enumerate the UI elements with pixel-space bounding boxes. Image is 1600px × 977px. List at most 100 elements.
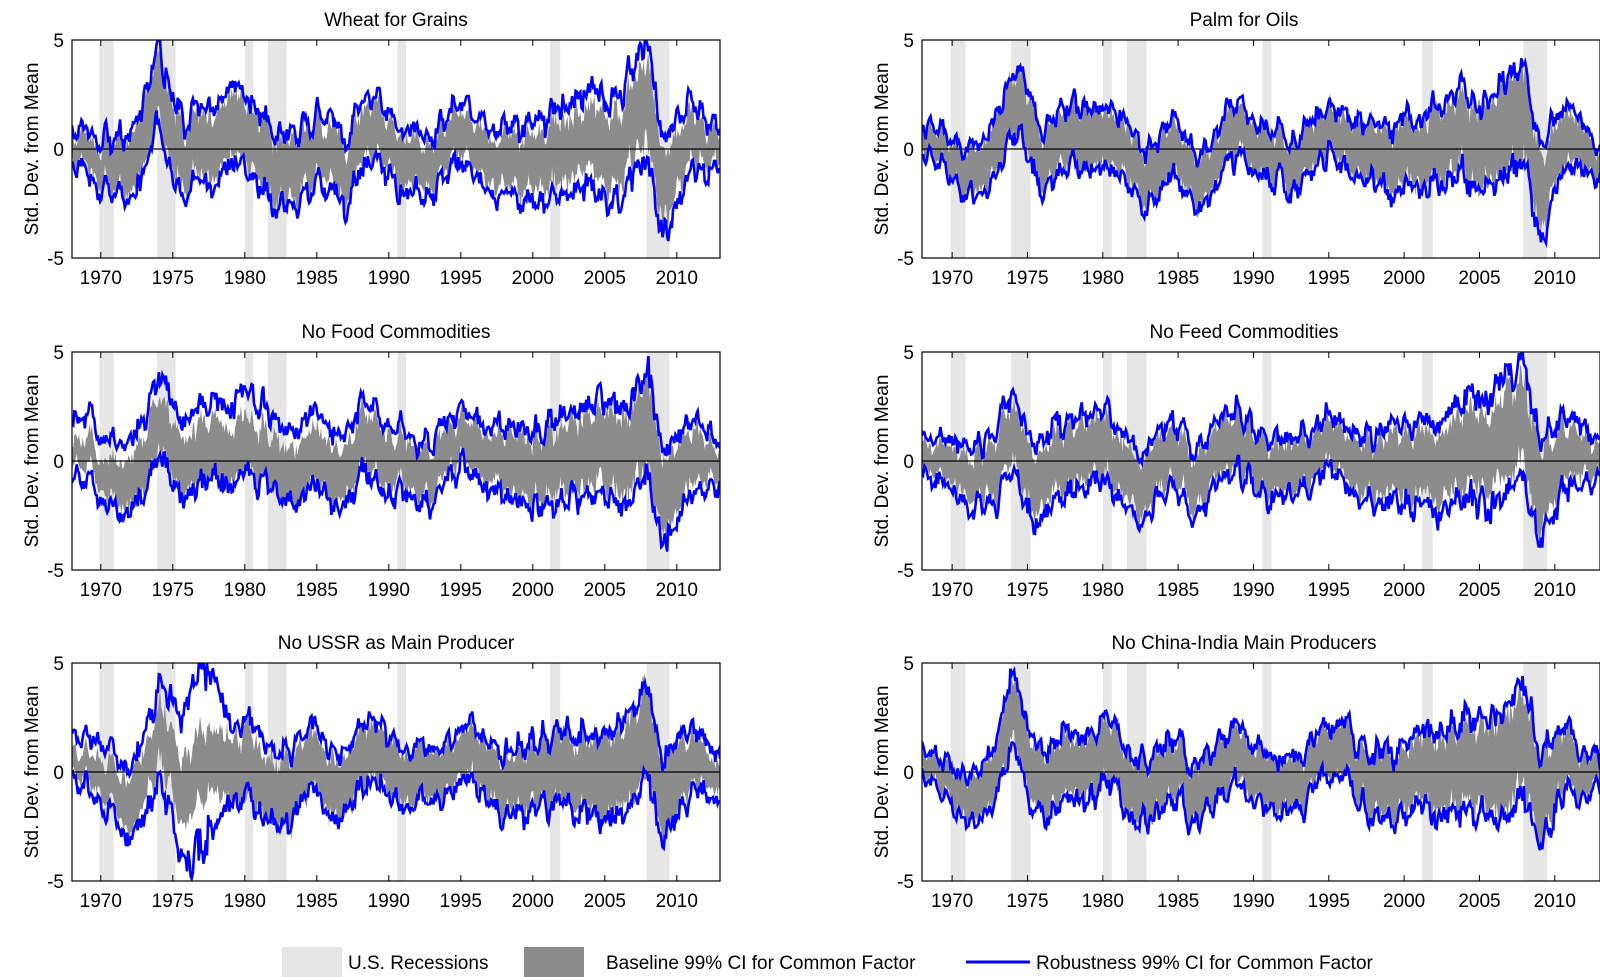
baseline-ci-band: [72, 673, 720, 851]
x-tick-label: 1975: [152, 891, 194, 912]
chart-title: Wheat for Grains: [324, 10, 468, 31]
x-tick-label: 2000: [512, 268, 554, 289]
x-tick-label: 2005: [1458, 268, 1500, 289]
y-tick-label: 0: [903, 452, 914, 473]
robustness-ci-upper: [922, 666, 1600, 787]
chart-panel-1: 1970 1975 1980 1985 1990 1995 2000 2005 2010 -5 0 5…: [22, 10, 721, 289]
baseline-ci-band: [72, 368, 720, 541]
legend-swatch-recessions: [282, 947, 342, 977]
plot-area: [72, 663, 720, 881]
x-tick-label: 1980: [224, 268, 266, 289]
y-tick-label: -5: [897, 561, 914, 582]
x-tick-label: 1985: [296, 580, 338, 601]
x-tick-label: 1990: [1232, 891, 1274, 912]
x-tick-label: 2005: [1458, 580, 1500, 601]
x-tick-label: 1970: [931, 580, 973, 601]
y-tick-label: 5: [903, 31, 914, 52]
x-tick-label: 2010: [1534, 580, 1576, 601]
plot-area: [72, 352, 720, 570]
x-tick-label: 1970: [80, 891, 122, 912]
chart-panels: 1970 1975 1980 1985 1990 1995 2000 2005 2010 -5 0 5…: [22, 10, 1600, 912]
x-tick-label: 1975: [1006, 268, 1048, 289]
robustness-ci-upper: [72, 663, 720, 780]
y-tick-label: 5: [53, 654, 64, 675]
x-tick-label: 1980: [224, 891, 266, 912]
chart-title: No Feed Commodities: [1149, 322, 1338, 343]
y-tick-label: -5: [897, 872, 914, 893]
x-tick-label: 1995: [1308, 891, 1350, 912]
chart-title: No China-India Main Producers: [1111, 633, 1376, 654]
robustness-ci-lower: [72, 110, 720, 242]
plot-area: [922, 40, 1600, 258]
y-tick-label: 5: [903, 343, 914, 364]
legend-swatch-baseline: [524, 947, 584, 977]
x-tick-label: 1980: [1082, 891, 1124, 912]
x-tick-label: 1975: [152, 580, 194, 601]
x-tick-label: 1970: [931, 891, 973, 912]
chart-panel-6: 1970 1975 1980 1985 1990 1995 2000 2005 2010 -5 0 5…: [872, 633, 1600, 912]
x-tick-label: 1985: [296, 268, 338, 289]
y-tick-label: -5: [47, 872, 64, 893]
x-tick-label: 1985: [296, 891, 338, 912]
robustness-ci-upper: [922, 352, 1600, 468]
x-tick-label: 1980: [1082, 268, 1124, 289]
y-tick-label: -5: [897, 249, 914, 270]
x-tick-label: 1990: [368, 580, 410, 601]
chart-title: No Food Commodities: [301, 322, 490, 343]
x-tick-label: 2000: [1383, 580, 1425, 601]
robustness-ci-lower: [922, 741, 1600, 851]
plot-area: [922, 663, 1600, 881]
x-tick-label: 2000: [1383, 268, 1425, 289]
robustness-ci-lower: [72, 447, 720, 552]
y-tick-label: 0: [903, 763, 914, 784]
x-tick-label: 1975: [1006, 580, 1048, 601]
x-tick-label: 1970: [931, 268, 973, 289]
x-tick-label: 2010: [1534, 268, 1576, 289]
baseline-ci-band: [72, 40, 720, 227]
chart-panel-2: 1970 1975 1980 1985 1990 1995 2000 2005 2010 -5 0 5…: [872, 10, 1600, 289]
x-tick-label: 1995: [1308, 268, 1350, 289]
x-tick-label: 2010: [1534, 891, 1576, 912]
x-tick-label: 1985: [1157, 268, 1199, 289]
x-tick-label: 1970: [80, 580, 122, 601]
y-axis-label: Std. Dev. from Mean: [22, 375, 43, 548]
plot-area: [922, 352, 1600, 570]
y-tick-label: 0: [53, 763, 64, 784]
chart-title: No USSR as Main Producer: [278, 633, 515, 654]
x-tick-label: 2005: [584, 268, 626, 289]
x-tick-label: 1975: [152, 268, 194, 289]
legend-label-recessions: U.S. Recessions: [348, 953, 488, 974]
legend: U.S. Recessions Baseline 99% CI for Comm…: [282, 947, 1374, 977]
y-tick-label: 0: [903, 140, 914, 161]
y-tick-label: 0: [53, 452, 64, 473]
chart-panel-3: 1970 1975 1980 1985 1990 1995 2000 2005 2010 -5 0 5…: [22, 322, 721, 601]
x-tick-label: 2010: [656, 580, 698, 601]
y-tick-label: -5: [47, 561, 64, 582]
y-tick-label: 5: [903, 654, 914, 675]
x-tick-label: 1975: [1006, 891, 1048, 912]
robustness-ci-upper: [72, 355, 720, 463]
x-tick-label: 1985: [1157, 891, 1199, 912]
robustness-ci-upper: [72, 40, 720, 157]
x-tick-label: 1995: [440, 580, 482, 601]
x-tick-label: 2005: [584, 580, 626, 601]
robustness-ci-upper: [922, 57, 1600, 168]
y-axis-label: Std. Dev. from Mean: [872, 686, 893, 859]
x-tick-label: 1995: [1308, 580, 1350, 601]
y-tick-label: 5: [53, 31, 64, 52]
x-tick-label: 1990: [368, 268, 410, 289]
x-tick-label: 1980: [1082, 580, 1124, 601]
x-tick-label: 1980: [224, 580, 266, 601]
robustness-ci-lower: [72, 764, 720, 881]
robustness-ci-lower: [922, 123, 1600, 249]
x-tick-label: 1985: [1157, 580, 1199, 601]
x-tick-label: 1990: [1232, 268, 1274, 289]
x-tick-label: 1970: [80, 268, 122, 289]
x-tick-label: 1995: [440, 891, 482, 912]
x-tick-label: 2000: [512, 891, 554, 912]
plot-area: [72, 40, 720, 258]
baseline-ci-band: [922, 61, 1600, 232]
chart-panel-5: 1970 1975 1980 1985 1990 1995 2000 2005 2010 -5 0 5…: [22, 633, 721, 912]
x-tick-label: 1990: [1232, 580, 1274, 601]
